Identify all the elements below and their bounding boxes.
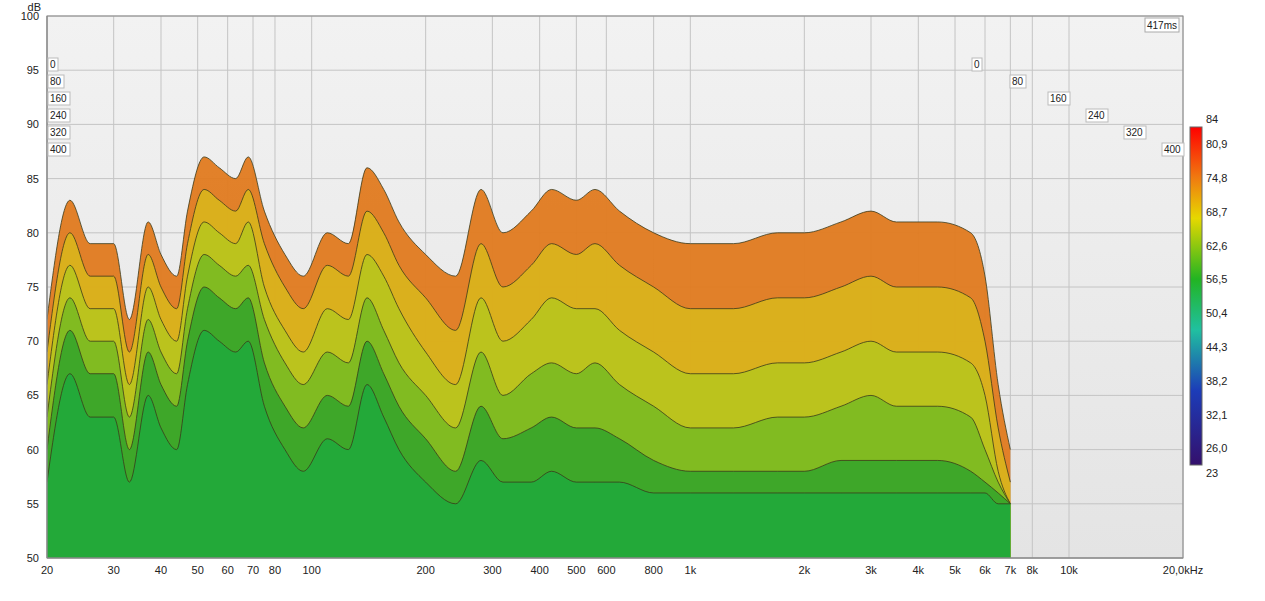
svg-text:10k: 10k bbox=[1060, 564, 1078, 576]
svg-text:26,0: 26,0 bbox=[1206, 442, 1227, 454]
svg-text:70: 70 bbox=[27, 335, 39, 347]
svg-text:30: 30 bbox=[108, 564, 120, 576]
svg-text:44,3: 44,3 bbox=[1206, 341, 1227, 353]
svg-text:dB: dB bbox=[28, 1, 41, 13]
svg-text:80: 80 bbox=[269, 564, 281, 576]
svg-text:40: 40 bbox=[155, 564, 167, 576]
svg-text:7k: 7k bbox=[1005, 564, 1017, 576]
svg-text:100: 100 bbox=[302, 564, 320, 576]
svg-text:85: 85 bbox=[27, 173, 39, 185]
svg-text:95: 95 bbox=[27, 64, 39, 76]
svg-text:75: 75 bbox=[27, 281, 39, 293]
svg-text:6k: 6k bbox=[979, 564, 991, 576]
svg-text:160: 160 bbox=[50, 93, 67, 104]
svg-text:2k: 2k bbox=[799, 564, 811, 576]
svg-text:23: 23 bbox=[1206, 467, 1218, 479]
svg-text:1k: 1k bbox=[685, 564, 697, 576]
svg-text:5k: 5k bbox=[949, 564, 961, 576]
svg-text:80: 80 bbox=[1012, 76, 1024, 87]
svg-text:200: 200 bbox=[416, 564, 434, 576]
svg-text:80,9: 80,9 bbox=[1206, 138, 1227, 150]
svg-text:160: 160 bbox=[1050, 93, 1067, 104]
svg-text:417ms: 417ms bbox=[1147, 20, 1177, 31]
svg-text:84: 84 bbox=[1206, 113, 1218, 125]
svg-text:20,0kHz: 20,0kHz bbox=[1163, 564, 1203, 576]
svg-text:90: 90 bbox=[27, 118, 39, 130]
svg-text:300: 300 bbox=[483, 564, 501, 576]
svg-text:4k: 4k bbox=[913, 564, 925, 576]
svg-text:0: 0 bbox=[974, 59, 980, 70]
svg-text:74,8: 74,8 bbox=[1206, 172, 1227, 184]
svg-text:20: 20 bbox=[41, 564, 53, 576]
svg-text:500: 500 bbox=[567, 564, 585, 576]
svg-text:320: 320 bbox=[50, 127, 67, 138]
svg-text:62,6: 62,6 bbox=[1206, 240, 1227, 252]
svg-text:0: 0 bbox=[50, 59, 56, 70]
svg-text:60: 60 bbox=[27, 444, 39, 456]
svg-text:800: 800 bbox=[644, 564, 662, 576]
svg-text:65: 65 bbox=[27, 389, 39, 401]
svg-text:240: 240 bbox=[1088, 110, 1105, 121]
svg-text:60: 60 bbox=[222, 564, 234, 576]
svg-text:55: 55 bbox=[27, 498, 39, 510]
svg-text:100: 100 bbox=[21, 10, 39, 22]
svg-text:240: 240 bbox=[50, 110, 67, 121]
svg-text:32,1: 32,1 bbox=[1206, 409, 1227, 421]
svg-text:320: 320 bbox=[1126, 127, 1143, 138]
svg-text:600: 600 bbox=[597, 564, 615, 576]
svg-text:56,5: 56,5 bbox=[1206, 273, 1227, 285]
svg-text:400: 400 bbox=[50, 144, 67, 155]
svg-text:38,2: 38,2 bbox=[1206, 375, 1227, 387]
svg-text:400: 400 bbox=[1164, 144, 1181, 155]
svg-text:70: 70 bbox=[247, 564, 259, 576]
svg-text:68,7: 68,7 bbox=[1206, 206, 1227, 218]
svg-text:400: 400 bbox=[530, 564, 548, 576]
svg-text:3k: 3k bbox=[865, 564, 877, 576]
svg-text:80: 80 bbox=[27, 227, 39, 239]
svg-text:80: 80 bbox=[50, 76, 62, 87]
svg-text:50,4: 50,4 bbox=[1206, 307, 1227, 319]
svg-text:50: 50 bbox=[192, 564, 204, 576]
svg-text:50: 50 bbox=[27, 552, 39, 564]
svg-text:8k: 8k bbox=[1027, 564, 1039, 576]
